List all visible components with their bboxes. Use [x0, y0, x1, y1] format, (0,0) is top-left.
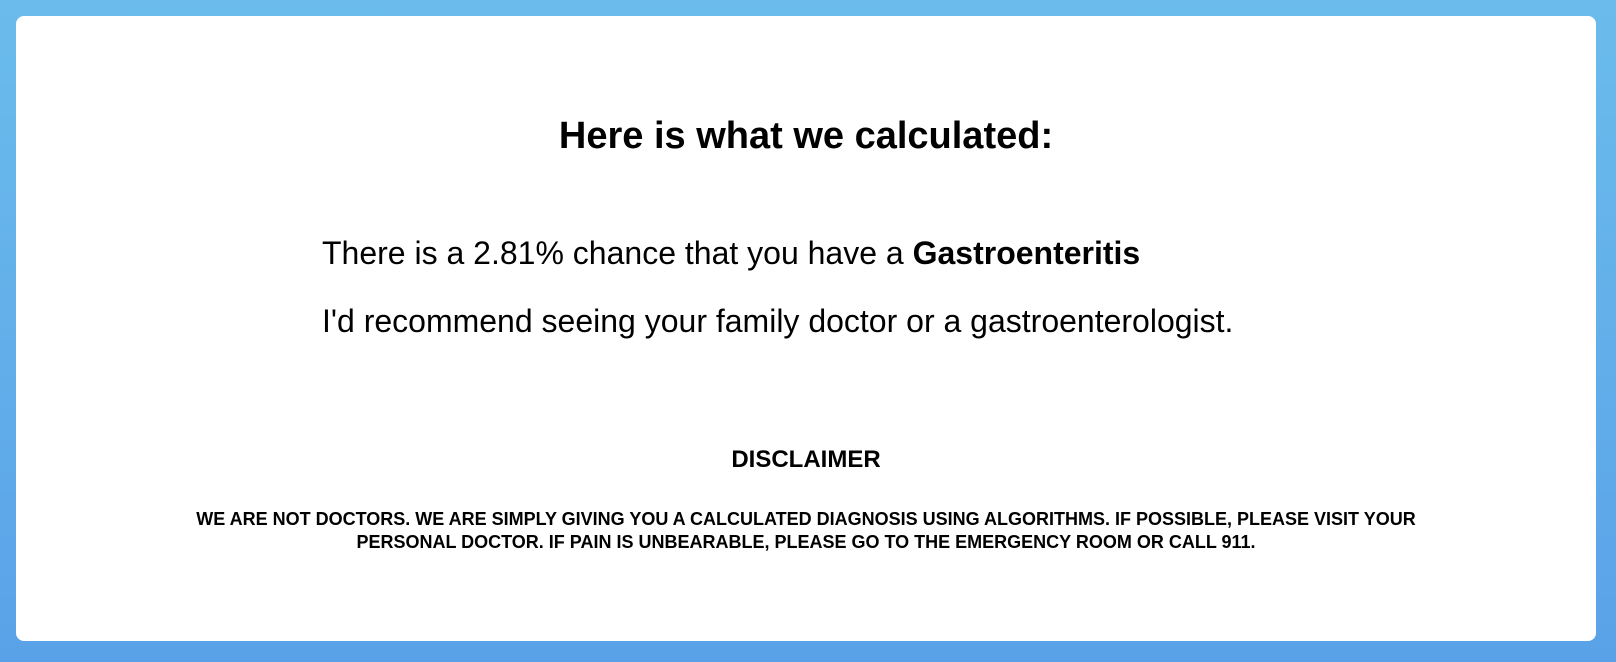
result-heading: Here is what we calculated: — [558, 115, 1054, 157]
diagnosis-name: Gastroenteritis — [912, 235, 1141, 271]
recommendation-text: I'd recommend seeing your family doctor … — [322, 303, 1234, 339]
chance-statement: There is a 2.81% chance that you have a … — [322, 234, 1422, 272]
disclaimer-text: WE ARE NOT DOCTORS. WE ARE SIMPLY GIVING… — [196, 509, 1416, 552]
result-card: Here is what we calculated: There is a 2… — [16, 16, 1596, 641]
disclaimer-title: DISCLAIMER — [731, 446, 881, 473]
chance-prefix: There is a 2.81% chance that you have a — [322, 235, 913, 271]
result-summary: There is a 2.81% chance that you have a … — [322, 234, 1422, 340]
